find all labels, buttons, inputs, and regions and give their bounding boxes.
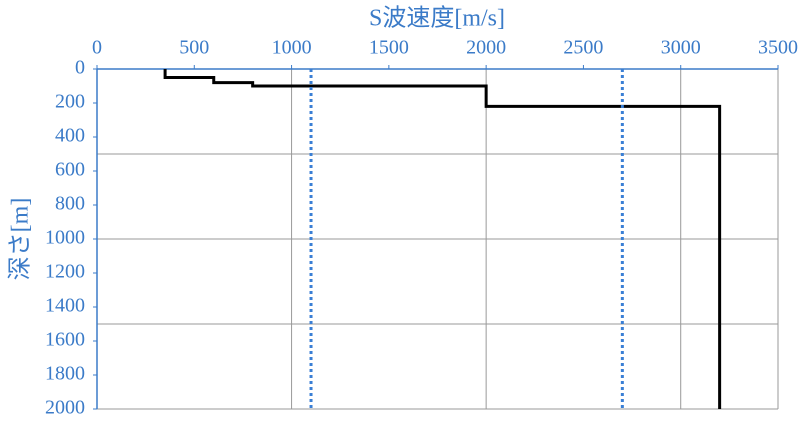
- x-tick-label: 0: [92, 37, 102, 59]
- y-tick-label: 0: [75, 57, 85, 79]
- x-tick-label: 1500: [369, 37, 409, 59]
- x-tick-label: 2000: [466, 37, 506, 59]
- y-tick-label: 600: [55, 159, 85, 181]
- y-tick-label: 400: [55, 125, 85, 147]
- y-tick-label: 800: [55, 193, 85, 215]
- x-tick-label: 1000: [272, 37, 312, 59]
- y-tick-label: 1000: [45, 227, 85, 249]
- series-line: [163, 69, 722, 409]
- x-tick-label: 2500: [563, 37, 603, 59]
- x-tick-label: 500: [179, 37, 209, 59]
- y-axis-title: 深さ[m]: [7, 198, 34, 281]
- y-tick-label: 1200: [45, 261, 85, 283]
- y-tick-label: 200: [55, 91, 85, 113]
- y-tick-label: 1800: [45, 363, 85, 385]
- y-tick-label: 1600: [45, 329, 85, 351]
- x-tick-label: 3000: [661, 37, 701, 59]
- y-tick-label: 1400: [45, 295, 85, 317]
- x-tick-label: 3500: [758, 37, 798, 59]
- y-tick-label: 2000: [45, 397, 85, 419]
- x-axis-title: S波速度[m/s]: [369, 5, 505, 32]
